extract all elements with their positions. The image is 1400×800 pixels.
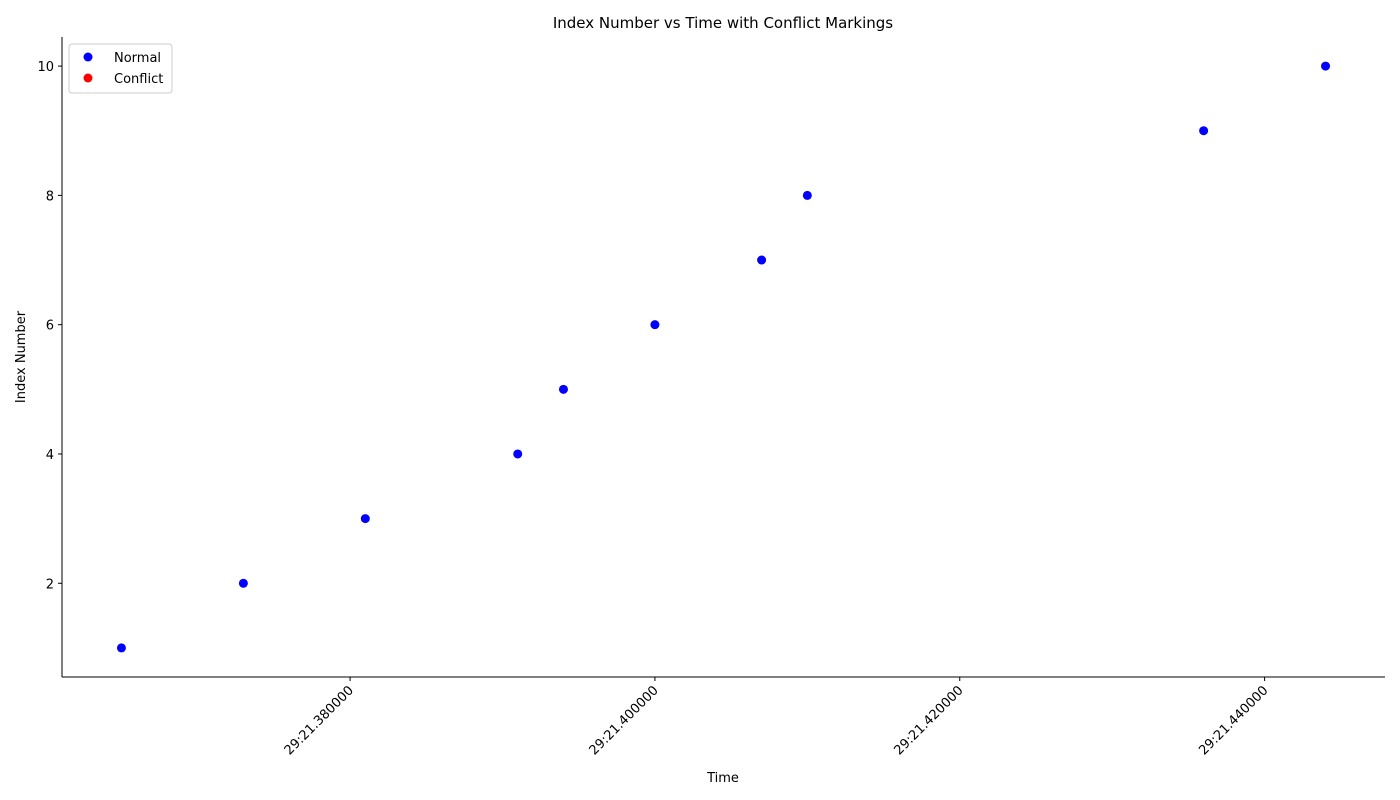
y-tick-label: 2 [46,577,54,592]
chart-title: Index Number vs Time with Conflict Marki… [553,14,893,32]
point [1199,126,1209,136]
legend-label: Normal [114,51,161,66]
legend-label: Conflict [114,72,163,87]
point [802,190,812,200]
point [558,384,568,394]
y-tick-label: 4 [46,448,54,463]
legend-marker [83,73,93,83]
point [650,320,660,330]
point [1321,61,1331,71]
y-tick-label: 10 [37,60,54,75]
point [238,578,248,588]
legend-box [68,43,173,94]
point [360,514,370,524]
y-axis-label: Index Number [14,310,29,403]
point [513,449,523,459]
point [116,643,126,653]
y-tick-label: 8 [46,189,54,204]
y-tick-label: 6 [46,319,54,334]
x-axis-label: Time [706,771,739,786]
point [757,255,767,265]
legend-marker [83,52,93,62]
